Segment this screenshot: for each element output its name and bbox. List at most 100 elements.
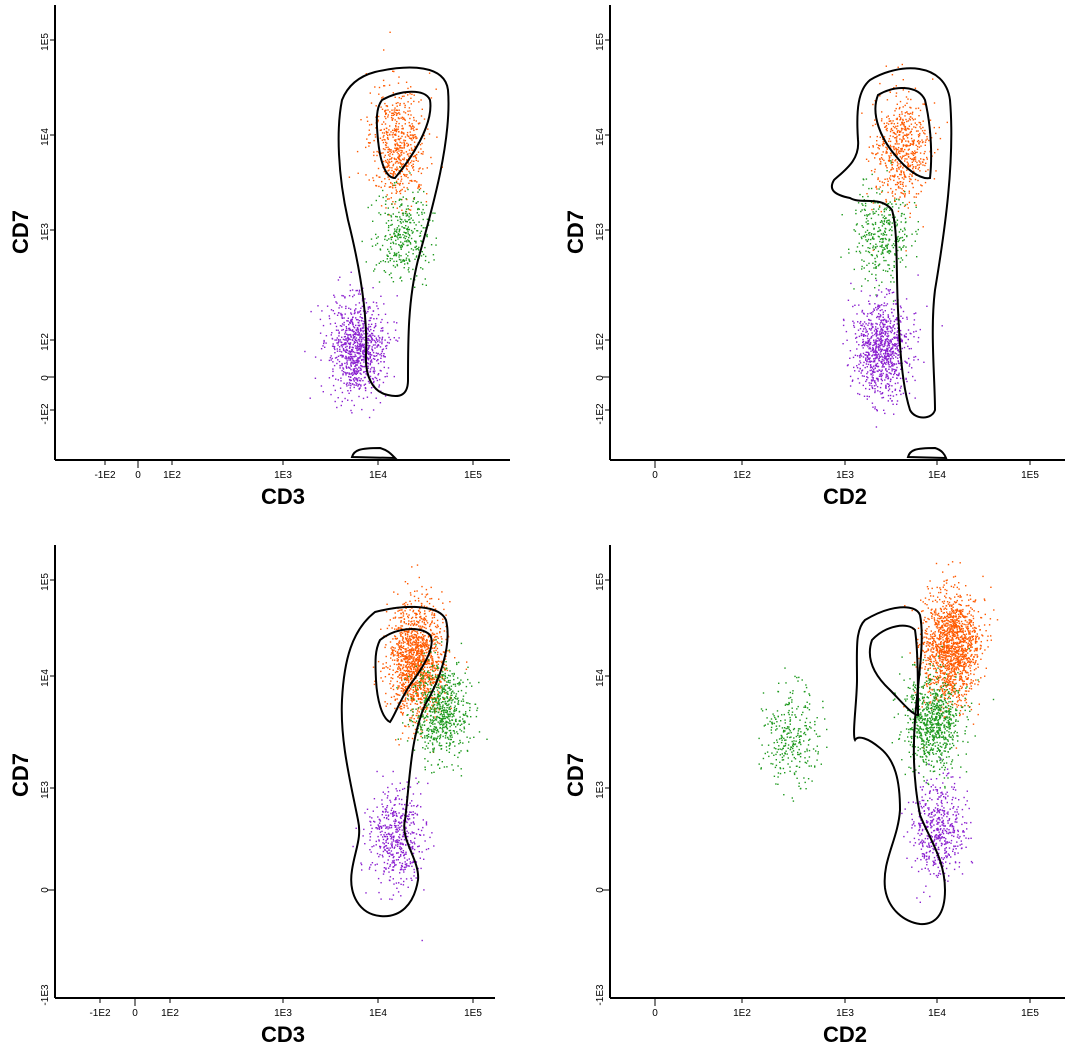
data-point-purple [348, 323, 350, 326]
data-point-green [384, 261, 387, 263]
data-point-purple [355, 347, 357, 349]
data-point-purple [884, 344, 886, 346]
data-point-purple [879, 373, 881, 376]
data-point-green [893, 281, 895, 283]
data-point-green [387, 226, 390, 229]
data-point-orange [406, 661, 408, 664]
data-point-orange [407, 161, 409, 164]
data-point-orange [897, 129, 899, 132]
data-point-purple [375, 397, 377, 399]
data-point-purple [363, 329, 365, 332]
data-point-orange [386, 194, 388, 196]
data-point-green [398, 256, 400, 258]
data-point-orange [390, 657, 392, 659]
data-point-orange [406, 633, 409, 635]
data-point-orange [395, 180, 398, 182]
data-point-purple [381, 330, 384, 332]
data-point-purple [898, 374, 900, 376]
data-point-orange [412, 697, 415, 699]
data-point-purple [846, 339, 848, 341]
data-point-orange [445, 638, 447, 641]
data-point-green [892, 300, 895, 302]
data-point-orange [421, 585, 423, 588]
data-point-purple [358, 370, 360, 372]
data-point-purple [906, 361, 908, 364]
data-point-orange [437, 637, 439, 639]
data-point-purple [875, 351, 877, 354]
data-point-orange [411, 566, 413, 568]
data-point-orange [410, 639, 412, 641]
data-point-orange [906, 120, 908, 123]
data-point-orange [386, 627, 389, 630]
data-point-orange [879, 136, 881, 139]
data-point-green [388, 250, 390, 253]
data-point-purple [864, 343, 866, 345]
data-point-orange [404, 698, 406, 700]
data-point-orange [413, 595, 416, 598]
data-point-purple [887, 341, 890, 344]
data-point-purple [865, 380, 867, 383]
data-point-orange [902, 136, 904, 138]
data-point-purple [879, 351, 882, 353]
data-point-green [384, 238, 386, 241]
data-point-purple [348, 375, 350, 378]
data-point-purple [842, 318, 845, 321]
data-point-purple [884, 352, 887, 354]
data-point-orange [403, 159, 405, 161]
data-point-purple [360, 347, 362, 349]
data-point-purple [363, 353, 365, 356]
data-point-purple [372, 287, 374, 289]
data-point-orange [412, 666, 414, 668]
data-point-purple [887, 327, 889, 330]
data-point-orange [924, 141, 927, 143]
data-point-orange [883, 122, 885, 125]
data-point-green [840, 256, 842, 258]
data-point-purple [886, 335, 889, 338]
data-point-orange [429, 672, 431, 674]
data-point-purple [353, 355, 355, 358]
data-point-orange [434, 716, 436, 718]
data-point-purple [341, 323, 344, 325]
data-point-green [415, 248, 417, 251]
data-point-orange [382, 680, 384, 682]
data-point-purple [396, 340, 399, 342]
data-point-green [424, 227, 426, 229]
data-point-orange [401, 209, 403, 211]
data-point-green [877, 230, 879, 233]
data-point-orange [933, 178, 936, 180]
data-point-orange [876, 135, 878, 138]
data-point-orange [914, 151, 917, 154]
data-point-orange [403, 602, 406, 605]
data-point-green [393, 254, 395, 257]
data-point-purple [879, 332, 881, 334]
data-point-green [889, 209, 891, 211]
data-point-purple [345, 343, 347, 346]
x-tick-label: 1E2 [163, 470, 181, 481]
data-point-orange [881, 111, 883, 113]
data-point-orange [377, 120, 379, 123]
data-point-purple [360, 336, 362, 338]
data-point-green [416, 230, 418, 232]
data-point-purple [386, 341, 389, 344]
data-point-green [876, 254, 878, 256]
data-point-purple [856, 336, 858, 339]
data-point-purple [891, 311, 893, 314]
data-point-green [416, 248, 418, 250]
data-point-orange [394, 140, 397, 142]
data-point-orange [877, 152, 879, 154]
data-point-green [387, 220, 390, 222]
data-point-purple [352, 360, 354, 362]
data-point-purple [896, 347, 898, 350]
data-point-purple [370, 341, 372, 344]
data-point-purple [889, 340, 891, 342]
data-point-green [386, 254, 388, 256]
data-point-orange [902, 122, 904, 125]
data-point-purple [344, 342, 346, 344]
data-point-orange [417, 656, 419, 659]
data-point-green [378, 212, 380, 214]
data-point-orange [420, 698, 422, 700]
data-point-purple [887, 325, 889, 328]
data-point-orange [402, 712, 404, 714]
data-point-orange [895, 189, 897, 191]
data-point-orange [408, 622, 410, 625]
